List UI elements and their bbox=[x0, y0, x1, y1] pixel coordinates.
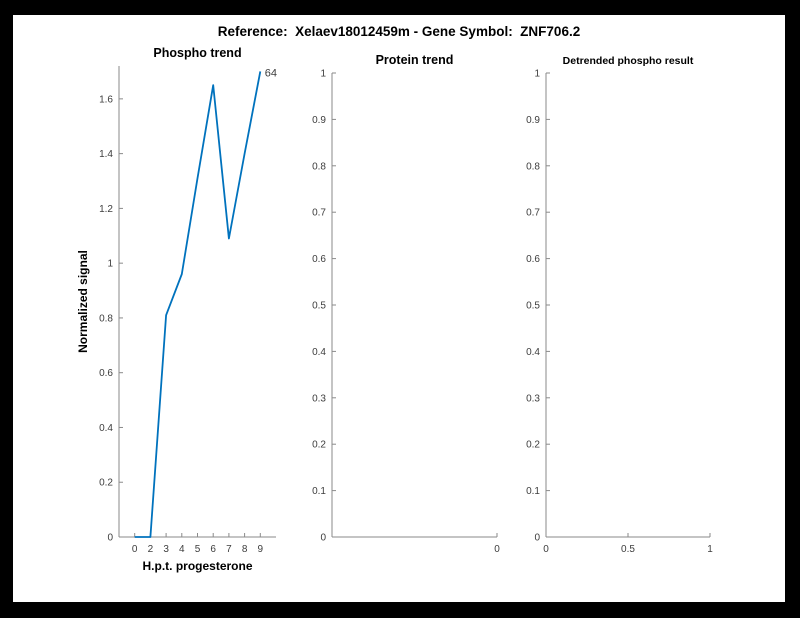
y-tick-label: 1.6 bbox=[99, 94, 113, 105]
x-tick-label: 4 bbox=[179, 544, 185, 555]
y-tick-label: 0.4 bbox=[526, 347, 540, 358]
x-tick-label: 1 bbox=[707, 544, 713, 555]
subplot-2: 0 0.1 0.2 0.3 0.4 0.5 0.6 0.7 0.8 0.9 1 0 Protein tr… bbox=[312, 53, 500, 555]
y-tick-label: 0.5 bbox=[312, 301, 326, 312]
subplot-title: Phospho trend bbox=[153, 46, 241, 60]
subplot-title: Protein trend bbox=[376, 53, 454, 67]
y-tick-label: 0.6 bbox=[312, 254, 326, 265]
subplot-title: Detrended phospho result bbox=[563, 55, 694, 67]
x-tick-label: 7 bbox=[226, 544, 232, 555]
x-tick-label: 0.5 bbox=[621, 544, 635, 555]
x-tick-label: 0 bbox=[132, 544, 138, 555]
y-tick-label: 0.2 bbox=[99, 478, 113, 489]
y-tick-label: 1.2 bbox=[99, 204, 113, 215]
y-tick-label: 0 bbox=[534, 533, 540, 544]
y-tick-label: 0.4 bbox=[99, 423, 113, 434]
y-axis-label: Normalized signal bbox=[76, 250, 90, 353]
y-tick-label: 1 bbox=[320, 69, 326, 80]
x-tick-label: 6 bbox=[210, 544, 216, 555]
x-tick-label: 0 bbox=[543, 544, 549, 555]
y-tick-label: 0.3 bbox=[526, 393, 540, 404]
y-tick-label: 0.8 bbox=[99, 313, 113, 324]
x-tick-label: 9 bbox=[258, 544, 264, 555]
line-end-label: 64 bbox=[265, 67, 277, 79]
x-tick-label: 3 bbox=[163, 544, 169, 555]
x-axis-label: H.p.t. progesterone bbox=[142, 559, 252, 573]
x-tick-label: 8 bbox=[242, 544, 248, 555]
subplot-3: 0 0.1 0.2 0.3 0.4 0.5 0.6 0.7 0.8 0.9 1 0 0.5 1 Detren… bbox=[526, 55, 713, 555]
x-tick-label: 5 bbox=[195, 544, 201, 555]
y-tick-label: 1 bbox=[107, 259, 113, 270]
x-tick-label: 0 bbox=[494, 544, 500, 555]
x-tick-label: 2 bbox=[148, 544, 154, 555]
y-tick-label: 0.7 bbox=[312, 208, 326, 219]
y-tick-label: 0.8 bbox=[526, 161, 540, 172]
y-tick-label: 0.1 bbox=[312, 486, 326, 497]
y-tick-label: 0.3 bbox=[312, 393, 326, 404]
y-tick-label: 0.4 bbox=[312, 347, 326, 358]
y-tick-label: 0.7 bbox=[526, 208, 540, 219]
y-tick-label: 1.4 bbox=[99, 149, 113, 160]
figure-canvas: Reference: Xelaev18012459m - Gene Symbol… bbox=[13, 15, 785, 602]
y-tick-label: 0.8 bbox=[312, 161, 326, 172]
subplot-1: 00.20.40.60.811.21.41.60 2 3 4 5 6 7 8 9Phospho … bbox=[76, 46, 277, 573]
y-tick-label: 0.9 bbox=[312, 115, 326, 126]
plots-svg: 00.20.40.60.811.21.41.60 2 3 4 5 6 7 8 9Phospho … bbox=[76, 46, 713, 573]
y-tick-label: 0.2 bbox=[526, 440, 540, 451]
y-tick-label: 0.1 bbox=[526, 486, 540, 497]
y-tick-label: 0 bbox=[107, 533, 113, 544]
y-tick-label: 1 bbox=[534, 69, 540, 80]
figure-title: Reference: Xelaev18012459m - Gene Symbol… bbox=[217, 24, 581, 39]
y-tick-label: 0.9 bbox=[526, 115, 540, 126]
y-tick-label: 0.6 bbox=[99, 368, 113, 379]
y-tick-label: 0.2 bbox=[312, 440, 326, 451]
trend-line bbox=[134, 71, 262, 538]
y-tick-label: 0.6 bbox=[526, 254, 540, 265]
y-tick-label: 0 bbox=[320, 533, 326, 544]
y-tick-label: 0.5 bbox=[526, 301, 540, 312]
